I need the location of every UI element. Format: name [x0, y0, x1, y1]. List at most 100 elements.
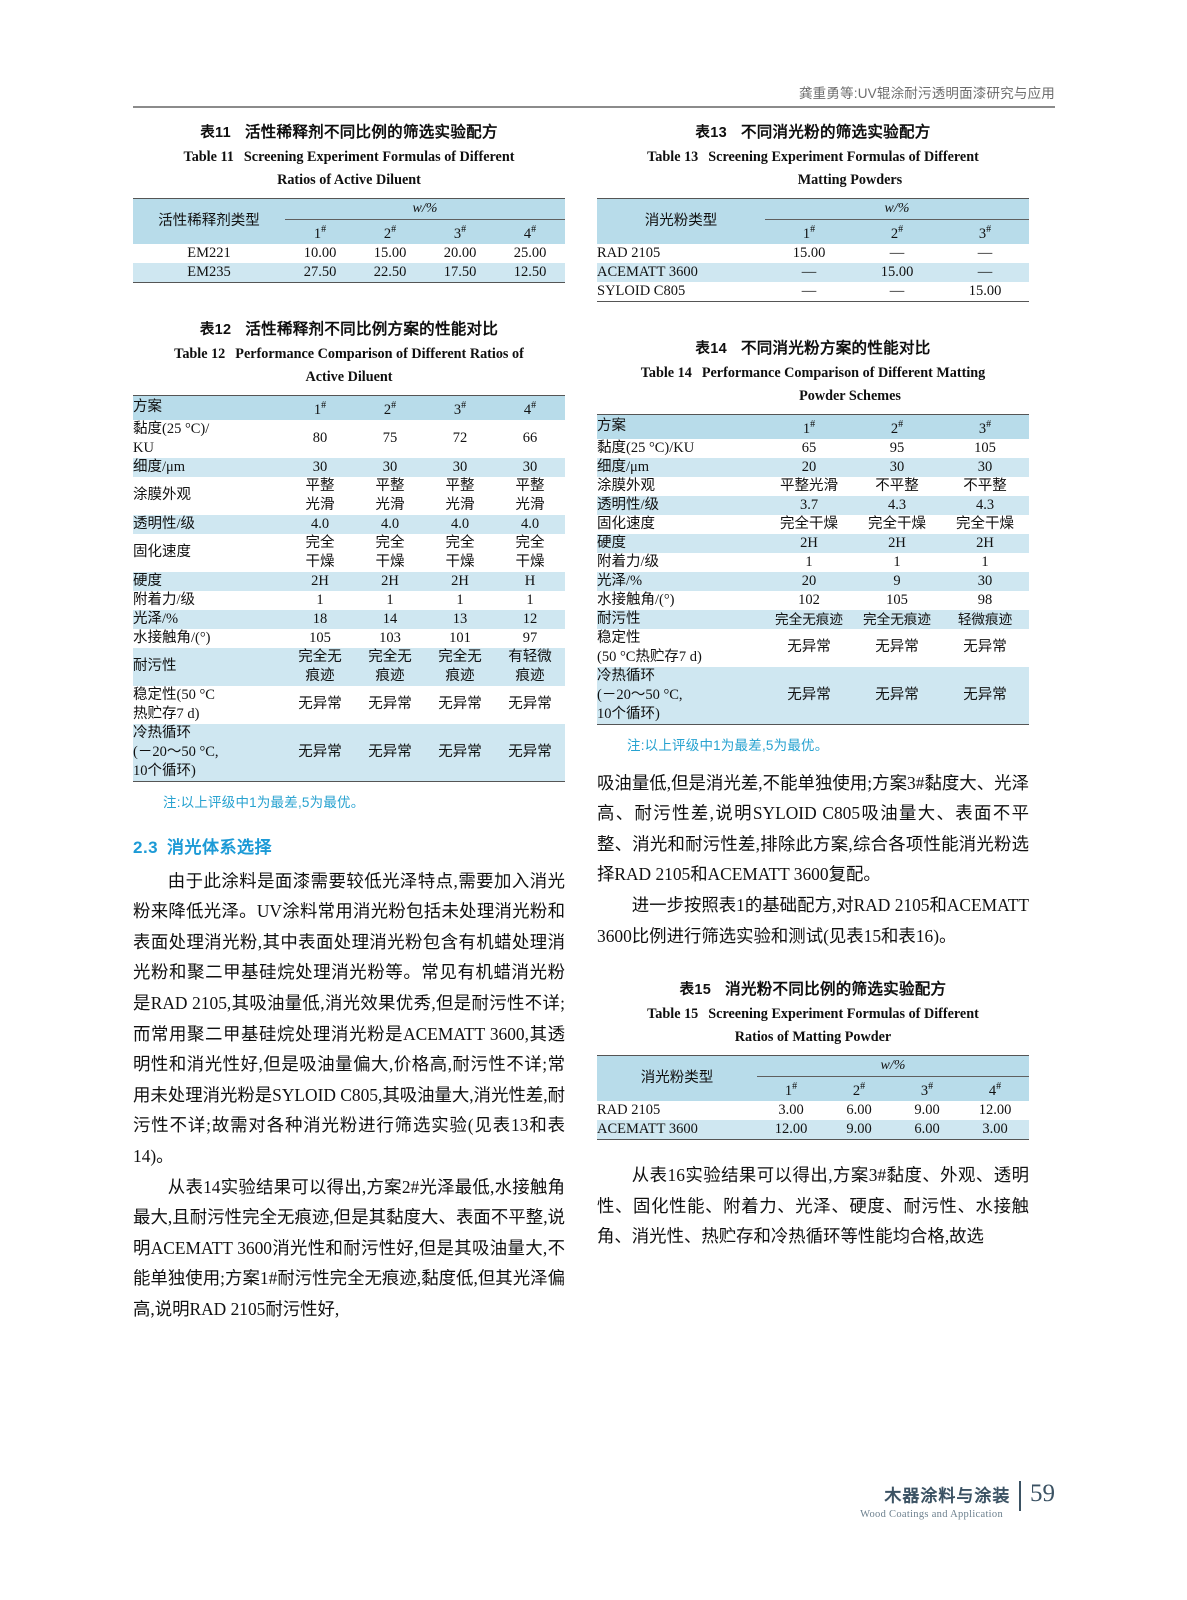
- table-15-row0-name: RAD 2105: [597, 1102, 661, 1119]
- table-12-row5-name: 硬度: [133, 572, 162, 589]
- table-13-row0-v0: 15.00: [792, 244, 826, 261]
- paragraph-left-1: 由于此涂料是面漆需要较低光泽特点,需要加入消光粉来降低光泽。UV涂料常用消光粉包…: [133, 870, 565, 1166]
- table-14-row9-name: 耐污性: [597, 610, 641, 627]
- table-14-row11-v1: 无异常: [875, 686, 919, 703]
- table-15-caption-cn-number: 表15: [679, 982, 712, 999]
- table-12-row3-v2: 4.0: [450, 515, 470, 532]
- table-12-row4-v3: 完全 干燥: [515, 534, 545, 570]
- section-title-2-3: 消光体系选择: [167, 837, 272, 857]
- table-12-row6-v1: 1: [386, 591, 394, 608]
- table-row: ACEMATT 3600 12.00 9.00 6.00 3.00: [597, 1120, 1029, 1140]
- table-12-header-4: 4#: [523, 399, 537, 418]
- table-12-caption-en-line2: Active Diluent: [305, 368, 393, 385]
- table-13-caption-en-line2: Matting Powders: [797, 172, 903, 188]
- table-15-row1-name: ACEMATT 3600: [597, 1121, 698, 1138]
- table-11-group-header: w/%: [285, 198, 565, 220]
- table-12-header-row: 方案 1# 2# 3# 4#: [133, 395, 565, 420]
- table-row: 耐污性 完全无痕迹 完全无痕迹 轻微痕迹: [597, 609, 1029, 629]
- table-11-caption-cn-text: 活性稀释剂不同比例的筛选实验配方: [244, 124, 498, 141]
- table-row: EM235 27.50 22.50 17.50 12.50: [133, 262, 565, 283]
- table-12-row6-v0: 1: [316, 591, 324, 608]
- table-14-row8-v1: 105: [886, 591, 908, 608]
- table-14-row6-v0: 1: [805, 553, 813, 570]
- page-footer: 木器涂料与涂装 59 Wood Coatings and Application: [133, 1480, 1055, 1522]
- table-12-row4-v2: 完全 干燥: [445, 534, 475, 570]
- table-12-row7-v1: 14: [382, 610, 398, 627]
- table-14-row7-v1: 9: [893, 572, 901, 589]
- table-row: 水接触角/(°) 102 105 98: [597, 591, 1029, 610]
- table-11-sub-header-3: 3#: [453, 224, 467, 242]
- table-row: RAD 2105 15.00 — —: [597, 244, 1029, 263]
- table-15-col0-header: 消光粉类型: [640, 1070, 714, 1087]
- table-12-row9-v0: 完全无 痕迹: [298, 648, 342, 684]
- table-11-row1-v2: 17.50: [443, 263, 477, 280]
- paragraph-left-2: 从表14实验结果可以得出,方案2#光泽最低,水接触角最大,且耐污性完全无痕迹,但…: [133, 1176, 565, 1319]
- table-14-header-2: 2#: [890, 418, 904, 437]
- table-12-header-2: 2#: [383, 399, 397, 418]
- table-row: 透明性/级 3.7 4.3 4.3: [597, 495, 1029, 515]
- table-row: 细度/μm 30 30 30 30: [133, 457, 565, 477]
- table-14-row8-v0: 102: [798, 591, 820, 608]
- table-12-row1-v1: 30: [382, 458, 398, 475]
- table-11-row0-v3: 25.00: [513, 244, 547, 261]
- table-11-row1-name: EM235: [187, 263, 231, 280]
- table-13-col0-header: 消光粉类型: [644, 212, 718, 229]
- table-13-sub-header-3: 3#: [978, 224, 992, 242]
- table-15-row1-v0: 12.00: [774, 1121, 808, 1138]
- table-14-row1-v2: 30: [977, 458, 993, 475]
- table-11-caption-en-number: Table 11: [183, 149, 234, 165]
- table-12-row10-v0: 无异常: [298, 696, 342, 713]
- table-14-caption: 表14 不同消光粉方案的性能对比 Table 14 Performance Comp…: [597, 336, 1029, 408]
- table-14-row10-name: 稳定性 (50 °C热贮存7 d): [597, 629, 702, 665]
- table-11: 活性稀释剂类型 w/% 1# 2# 3# 4# EM221 10.00 15.0…: [133, 198, 565, 283]
- table-row: 细度/μm 20 30 30: [597, 457, 1029, 477]
- table-14-caption-en-number: Table 14: [640, 364, 692, 381]
- table-14-row5-name: 硬度: [597, 534, 626, 551]
- table-13-caption-cn-text: 不同消光粉的筛选实验配方: [740, 124, 931, 141]
- paragraph-right-3: 从表16实验结果可以得出,方案3#黏度、外观、透明性、固化性能、附着力、光泽、硬…: [597, 1165, 1029, 1247]
- table-15-caption-cn-text: 消光粉不同比例的筛选实验配方: [725, 981, 947, 999]
- table-12-row1-v2: 30: [452, 458, 468, 475]
- table-13-group-header: w/%: [765, 198, 1029, 220]
- table-14-caption-en-line1: Performance Comparison of Different Matt…: [701, 364, 986, 381]
- table-12-row10-name: 稳定性(50 °C 热贮存7 d): [133, 686, 215, 722]
- table-13-group-header-row: 消光粉类型 w/%: [597, 198, 1029, 229]
- table-14-header-row: 方案 1# 2# 3#: [597, 414, 1029, 439]
- table-15-caption-en-line1: Screening Experiment Formulas of Differe…: [708, 1006, 979, 1023]
- table-13-row1-v2: —: [977, 263, 993, 280]
- table-12-row4-name: 固化速度: [133, 544, 191, 561]
- table-13-row0-name: RAD 2105: [597, 244, 661, 261]
- table-12-row5-v0: 2H: [311, 572, 329, 589]
- table-12-row9-v2: 完全无 痕迹: [438, 648, 482, 684]
- table-14-row0-v2: 105: [974, 439, 996, 456]
- table-12-row6-v2: 1: [456, 591, 464, 608]
- table-12-row9-name: 耐污性: [133, 658, 177, 675]
- table-row: 耐污性 完全无 痕迹 完全无 痕迹 完全无 痕迹 有轻微 痕迹: [133, 647, 565, 686]
- table-12-caption-cn-number: 表12: [199, 321, 232, 338]
- table-row: 黏度(25 °C)/KU 65 95 105: [597, 439, 1029, 458]
- table-14-row11-v0: 无异常: [787, 686, 831, 703]
- table-11-caption-en-line1: Screening Experiment Formulas of Differe…: [243, 149, 515, 165]
- table-11-row0-v1: 15.00: [373, 244, 407, 261]
- table-12-row3-name: 透明性/级: [133, 515, 196, 532]
- table-12-row4-v0: 完全 干燥: [305, 534, 335, 570]
- table-12-row2-name: 涂膜外观: [133, 487, 191, 504]
- table-14-row0-v1: 95: [889, 439, 905, 456]
- table-12-row5-v3: H: [524, 572, 536, 589]
- table-14-row10-v1: 无异常: [875, 639, 919, 656]
- table-row: ACEMATT 3600 — 15.00 —: [597, 262, 1029, 282]
- table-13-row2-v1: —: [889, 282, 905, 299]
- table-row: 涂膜外观 平整光滑 不平整 不平整: [597, 477, 1029, 496]
- table-11-group-header-row: 活性稀释剂类型 w/%: [133, 198, 565, 229]
- table-15-row0-v0: 3.00: [778, 1102, 804, 1119]
- table-14-row0-v0: 65: [801, 439, 817, 456]
- table-14: 方案 1# 2# 3# 黏度(25 °C)/KU 65 95 105 细度/μm…: [597, 414, 1029, 725]
- table-row: 光泽/% 20 9 30: [597, 571, 1029, 591]
- table-14-row1-v1: 30: [889, 458, 905, 475]
- table-14-row6-v2: 1: [981, 553, 989, 570]
- table-15-caption: 表15 消光粉不同比例的筛选实验配方 Table 15 Screening Expe…: [597, 977, 1029, 1049]
- table-14-row0-name: 黏度(25 °C)/KU: [597, 439, 695, 456]
- paragraph-right-2: 进一步按照表1的基础配方,对RAD 2105和ACEMATT 3600比例进行筛…: [597, 895, 1029, 946]
- table-14-row7-name: 光泽/%: [597, 572, 643, 589]
- right-column: 表13 不同消光粉的筛选实验配方 Table 13 Screening Experi…: [597, 120, 1029, 1252]
